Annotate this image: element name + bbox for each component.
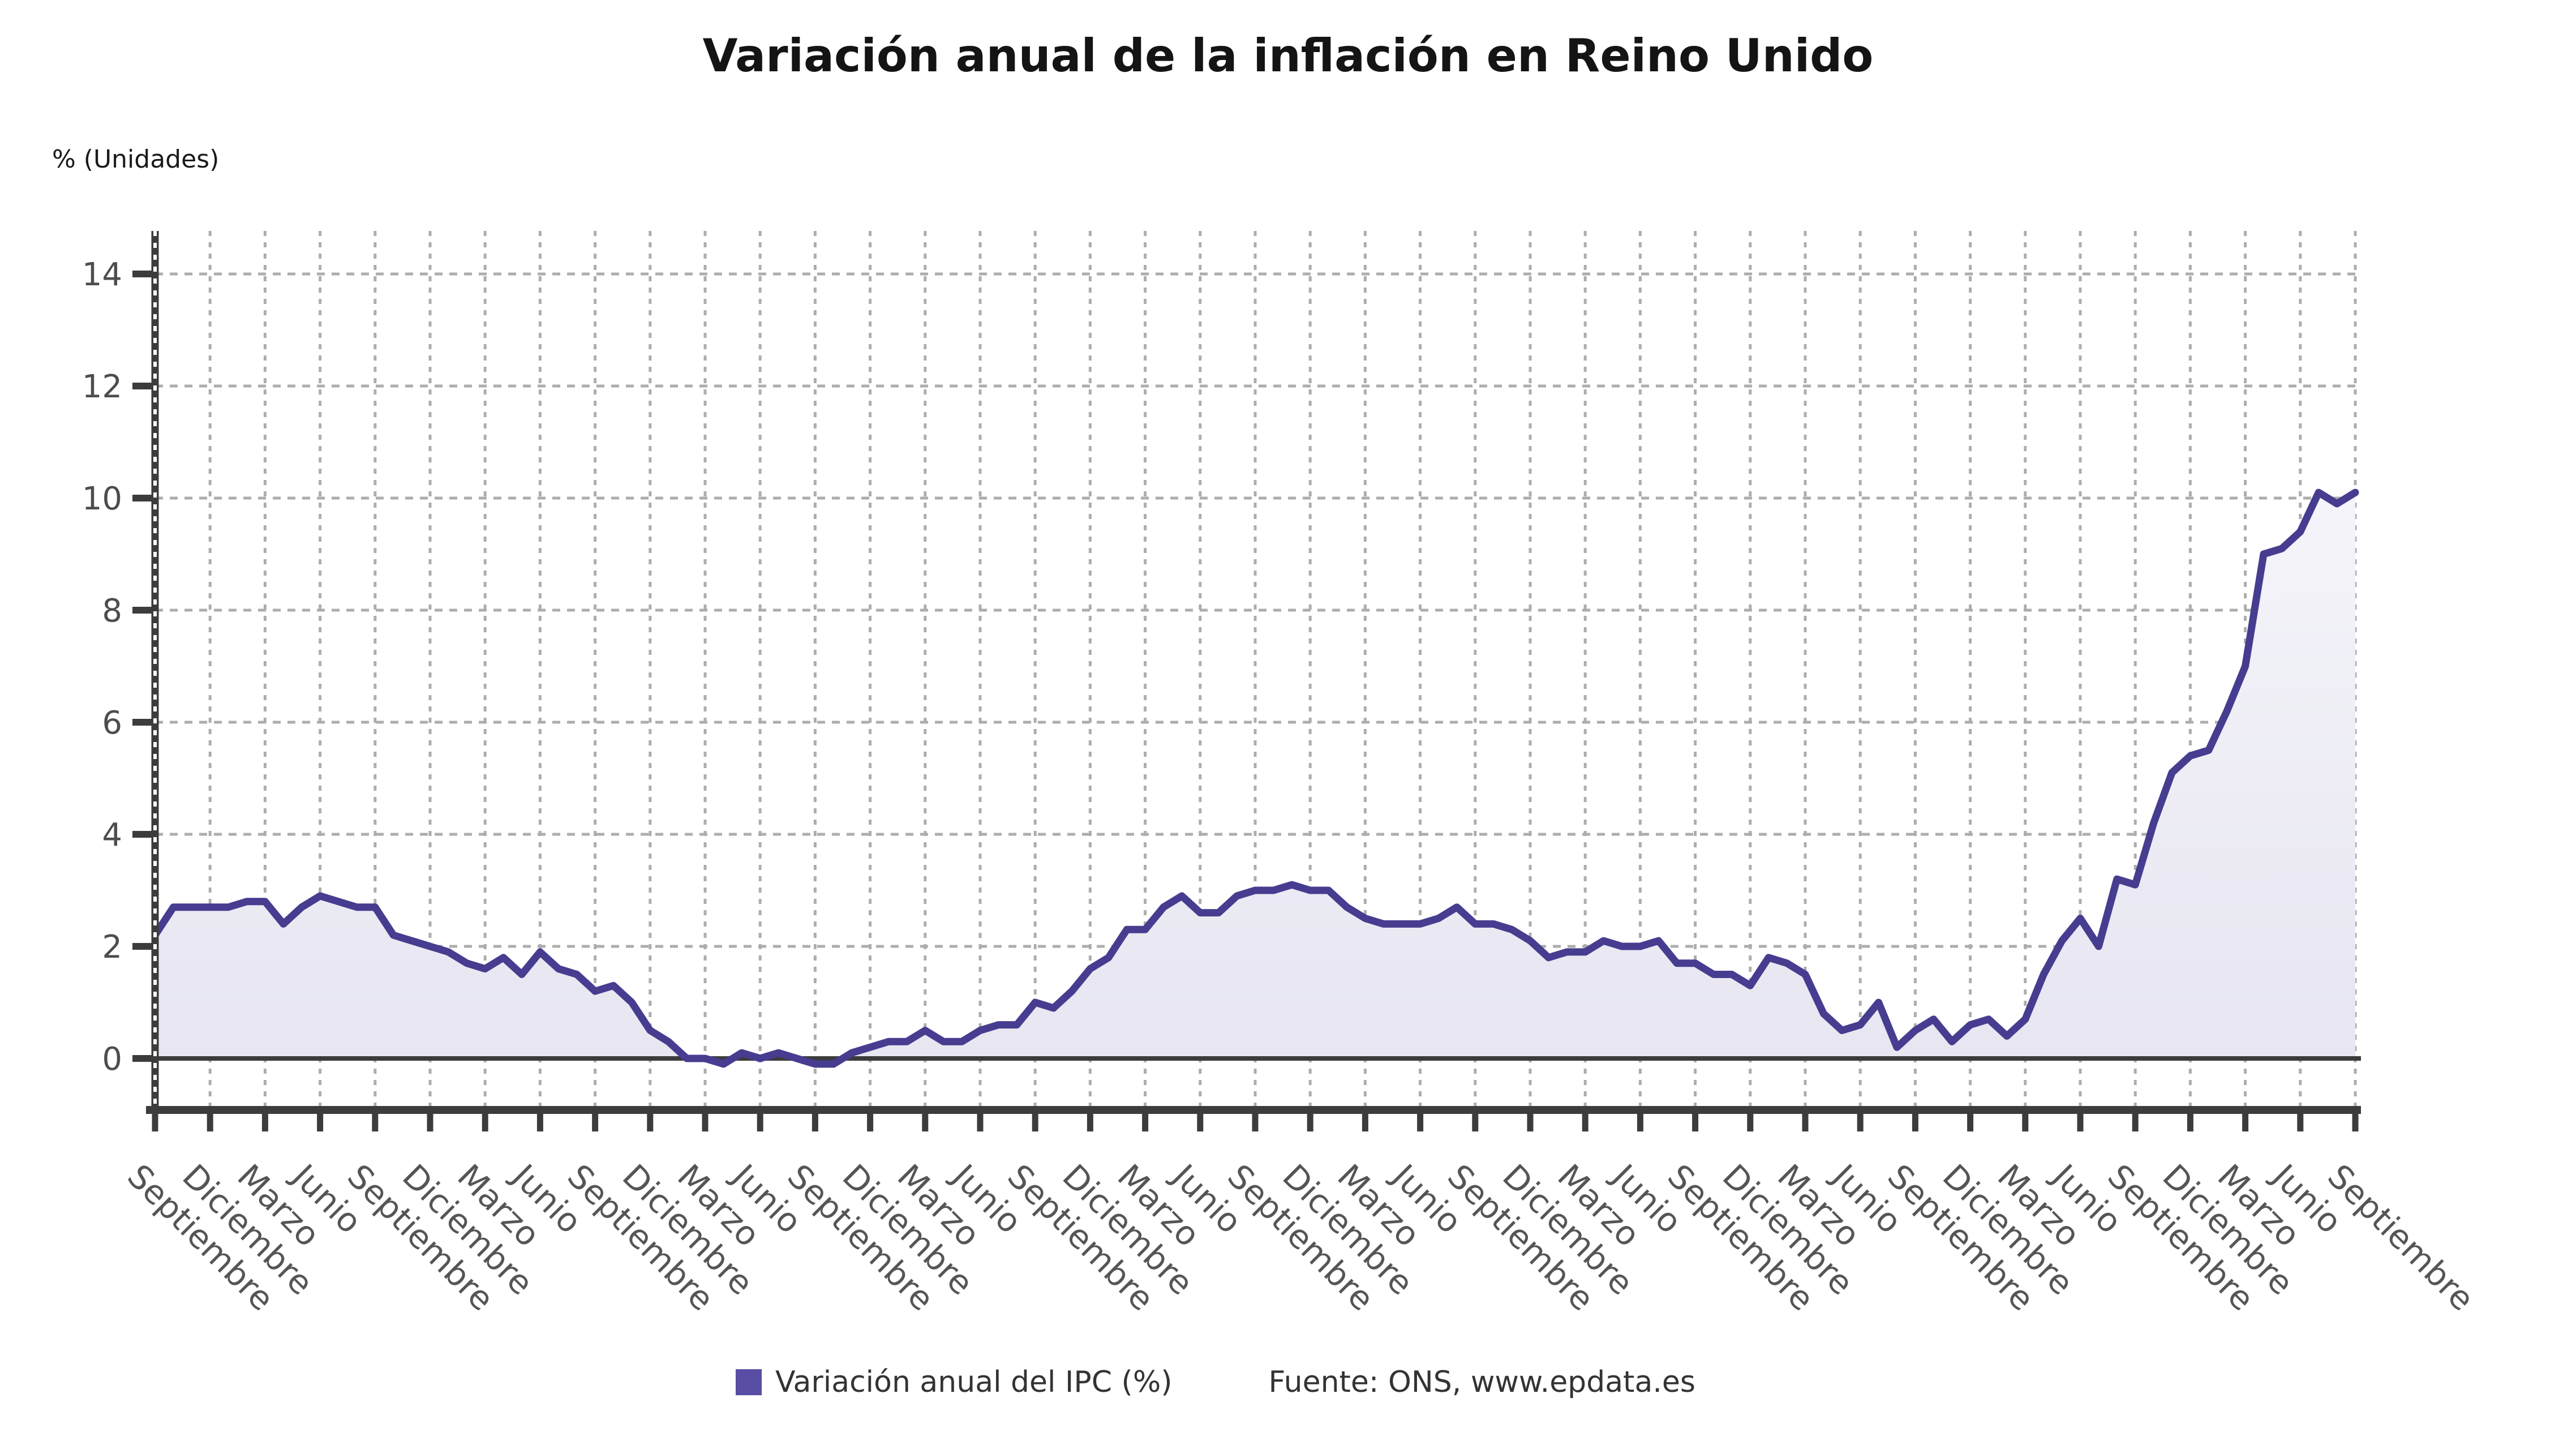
legend-label: Variación anual del IPC (%) [775,1365,1173,1399]
svg-text:12: 12 [82,368,122,405]
series-line [151,488,2359,1068]
legend-swatch-icon [736,1369,762,1395]
legend-item-ipc[interactable]: Variación anual del IPC (%) [736,1365,1173,1399]
y-tick-labels: 0 2 4 6 8 10 12 14 [82,256,122,1078]
svg-text:0: 0 [102,1041,122,1078]
svg-text:8: 8 [102,593,122,629]
chart-title: Variación anual de la inflación en Reino… [702,29,1874,82]
x-tick-marks [152,1114,2359,1131]
x-tick-labels: SeptiembreDiciembreMarzoJunioSeptiembreD… [120,1156,2481,1318]
svg-text:14: 14 [82,256,122,293]
source-label: Fuente: ONS, www.epdata.es [1268,1365,1695,1399]
svg-text:4: 4 [102,817,122,854]
y-axis-unit-label: % (Unidades) [52,145,220,174]
svg-text:2: 2 [102,929,122,966]
svg-text:Septiembre: Septiembre [2320,1157,2481,1318]
y-tick-marks [132,271,153,1062]
area-fill [155,492,2355,1058]
svg-text:6: 6 [102,705,122,741]
legend: Variación anual del IPC (%) Fuente: ONS,… [736,1365,1695,1399]
svg-text:10: 10 [82,481,122,517]
